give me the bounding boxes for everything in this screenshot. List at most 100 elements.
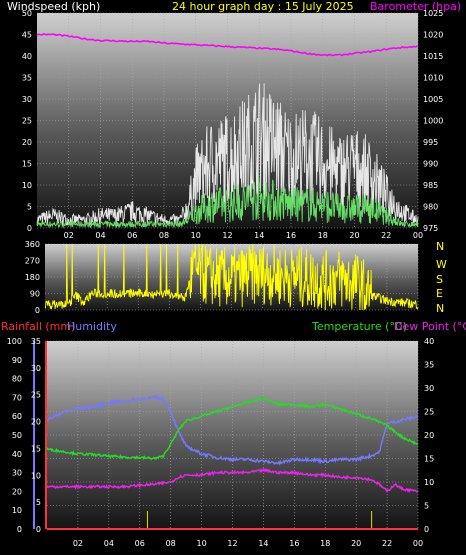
direction-y-tick-label: 270 [25,257,40,266]
temperature-y-tick-label: 10 [424,478,434,487]
direction-line [44,243,419,311]
direction-axis-ticks: 0 90 180 270 360 [25,240,40,315]
rain-y-tick-label: 20 [31,418,41,427]
x-tick-label: 08 [166,539,176,548]
barometer-axis-label: Barometer (hpa) [370,0,461,13]
temperature-y-tick-label: 40 [424,337,434,346]
barometer-y-tick-label: 1020 [423,31,443,40]
direction-y-tick-label: 90 [30,290,40,299]
barometer-y-tick-label: 980 [423,203,438,212]
dewpoint-axis-label: Dew Point (°C) [394,320,466,333]
direction-series [44,243,419,311]
wind-y-tick-label: 5 [27,203,32,212]
humidity-y-tick-label: 10 [12,506,22,515]
barometer-y-tick-label: 990 [423,160,438,169]
chart-title: 24 hour graph day : 15 July 2025 [172,0,354,13]
humidity-y-tick-label: 30 [12,469,22,478]
temperature-line [46,396,419,461]
rain-y-tick-label: 10 [31,471,41,480]
rainfall-axis-label: Rainfall (mm) [1,320,75,333]
humidity-y-tick-label: 40 [12,450,22,459]
x-tick-label: 22 [381,231,391,240]
temperature-y-tick-label: 15 [424,455,434,464]
wind-y-tick-label: 25 [22,117,32,126]
rain-y-tick-label: 0 [36,525,41,534]
barometer-y-tick-label: 975 [423,224,438,233]
humidity-y-tick-label: 70 [12,393,22,402]
x-tick-label: 02 [73,539,83,548]
wind-y-tick-label: 50 [22,9,32,18]
x-tick-label: 06 [135,539,145,548]
temperature-y-tick-label: 35 [424,361,434,370]
barometer-y-tick-label: 1025 [423,9,443,18]
humidity-y-tick-label: 90 [12,356,22,365]
barometer-y-tick-label: 985 [423,181,438,190]
barometer-y-tick-label: 1005 [423,95,443,104]
gust-line [36,83,419,227]
wind-y-tick-label: 45 [22,31,32,40]
temp-axis-ticks: 0510152025303540010203040506070809010005… [7,337,434,548]
direction-y-tick-label: 180 [25,273,40,282]
direction-y-tick-label: 360 [25,240,40,249]
wind-y-tick-label: 30 [22,95,32,104]
x-tick-label: 18 [318,231,328,240]
wind-series [36,33,419,229]
wind-y-tick-label: 20 [22,138,32,147]
humidity-axis-label: Humidity [67,320,117,333]
rain-y-tick-label: 5 [36,498,41,507]
x-tick-label: 20 [349,231,359,240]
x-tick-label: 22 [382,539,392,548]
x-tick-label: 04 [95,231,105,240]
x-tick-label: 00 [413,539,423,548]
humidity-y-tick-label: 50 [12,431,22,440]
temperature-axis-label: Temperature (°C) [311,320,407,333]
rain-y-tick-label: 35 [31,337,41,346]
wind-y-tick-label: 0 [27,224,32,233]
barometer-line [36,33,419,57]
x-tick-label: 02 [64,231,74,240]
x-tick-label: 04 [104,539,114,548]
rain-y-tick-label: 30 [31,364,41,373]
temperature-y-tick-label: 30 [424,384,434,393]
compass-south: S [436,273,443,286]
x-tick-label: 14 [258,539,268,548]
windspeed-line [36,174,419,229]
dewpoint-line [46,467,419,493]
wind-grid [37,12,419,229]
wind-y-tick-label: 10 [22,181,32,190]
temperature-y-tick-label: 5 [424,502,429,511]
humidity-line [47,394,419,466]
temperature-y-tick-label: 20 [424,431,434,440]
humidity-y-tick-label: 60 [12,412,22,421]
barometer-y-tick-label: 1015 [423,52,443,61]
x-tick-label: 10 [191,231,201,240]
humidity-y-tick-label: 80 [12,375,22,384]
x-tick-label: 20 [351,539,361,548]
windspeed-axis-label: Windspeed (kph) [7,0,100,13]
wind-axis-ticks: 0510152025303540455097598098599099510001… [22,9,444,240]
rain-y-tick-label: 25 [31,391,41,400]
barometer-y-tick-label: 995 [423,138,438,147]
humidity-y-tick-label: 100 [7,337,22,346]
x-tick-label: 06 [127,231,137,240]
temperature-y-tick-label: 0 [424,525,429,534]
compass-north: N [436,240,444,253]
x-tick-label: 14 [254,231,264,240]
barometer-y-tick-label: 1000 [423,117,443,126]
temperature-y-tick-label: 25 [424,408,434,417]
wind-y-tick-label: 40 [22,52,32,61]
x-tick-label: 12 [227,539,237,548]
x-tick-label: 18 [320,539,330,548]
compass-north-2: N [436,302,444,315]
direction-y-tick-label: 0 [35,306,40,315]
compass-west: W [436,258,447,271]
barometer-y-tick-label: 1010 [423,74,443,83]
wind-y-tick-label: 15 [22,160,32,169]
x-tick-label: 10 [196,539,206,548]
rain-y-tick-label: 15 [31,444,41,453]
compass-east: E [436,287,443,300]
humidity-y-tick-label: 0 [17,525,22,534]
humidity-y-tick-label: 20 [12,487,22,496]
x-tick-label: 16 [286,231,296,240]
